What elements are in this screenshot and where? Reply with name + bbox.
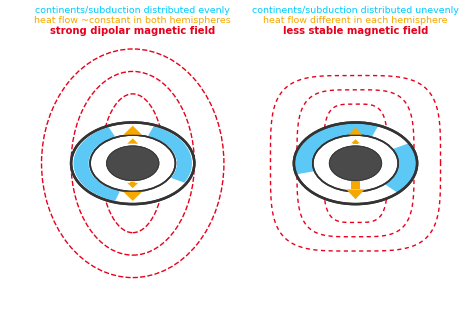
Circle shape: [71, 122, 194, 204]
Text: strong dipolar magnetic field: strong dipolar magnetic field: [50, 26, 215, 36]
Polygon shape: [123, 192, 142, 201]
Polygon shape: [350, 172, 361, 178]
Polygon shape: [127, 183, 138, 188]
Polygon shape: [351, 177, 360, 189]
Polygon shape: [296, 124, 377, 173]
Polygon shape: [353, 143, 358, 144]
Polygon shape: [351, 139, 360, 143]
Polygon shape: [149, 127, 191, 182]
Text: continents/subduction distributed unevenly: continents/subduction distributed uneven…: [252, 7, 459, 15]
Circle shape: [329, 146, 382, 181]
Polygon shape: [74, 128, 119, 200]
Polygon shape: [386, 144, 415, 192]
Polygon shape: [349, 127, 362, 135]
Circle shape: [107, 146, 159, 181]
Polygon shape: [127, 138, 138, 144]
Text: heat flow different in each hemisphere: heat flow different in each hemisphere: [263, 16, 448, 25]
Text: less stable magnetic field: less stable magnetic field: [283, 26, 428, 36]
Circle shape: [107, 146, 159, 181]
Text: continents/subduction distributed evenly: continents/subduction distributed evenly: [35, 7, 230, 15]
Polygon shape: [130, 182, 136, 183]
Text: heat flow ~constant in both hemispheres: heat flow ~constant in both hemispheres: [34, 16, 231, 25]
Polygon shape: [123, 126, 142, 135]
Circle shape: [294, 122, 417, 204]
Polygon shape: [346, 189, 365, 199]
Circle shape: [329, 146, 382, 181]
